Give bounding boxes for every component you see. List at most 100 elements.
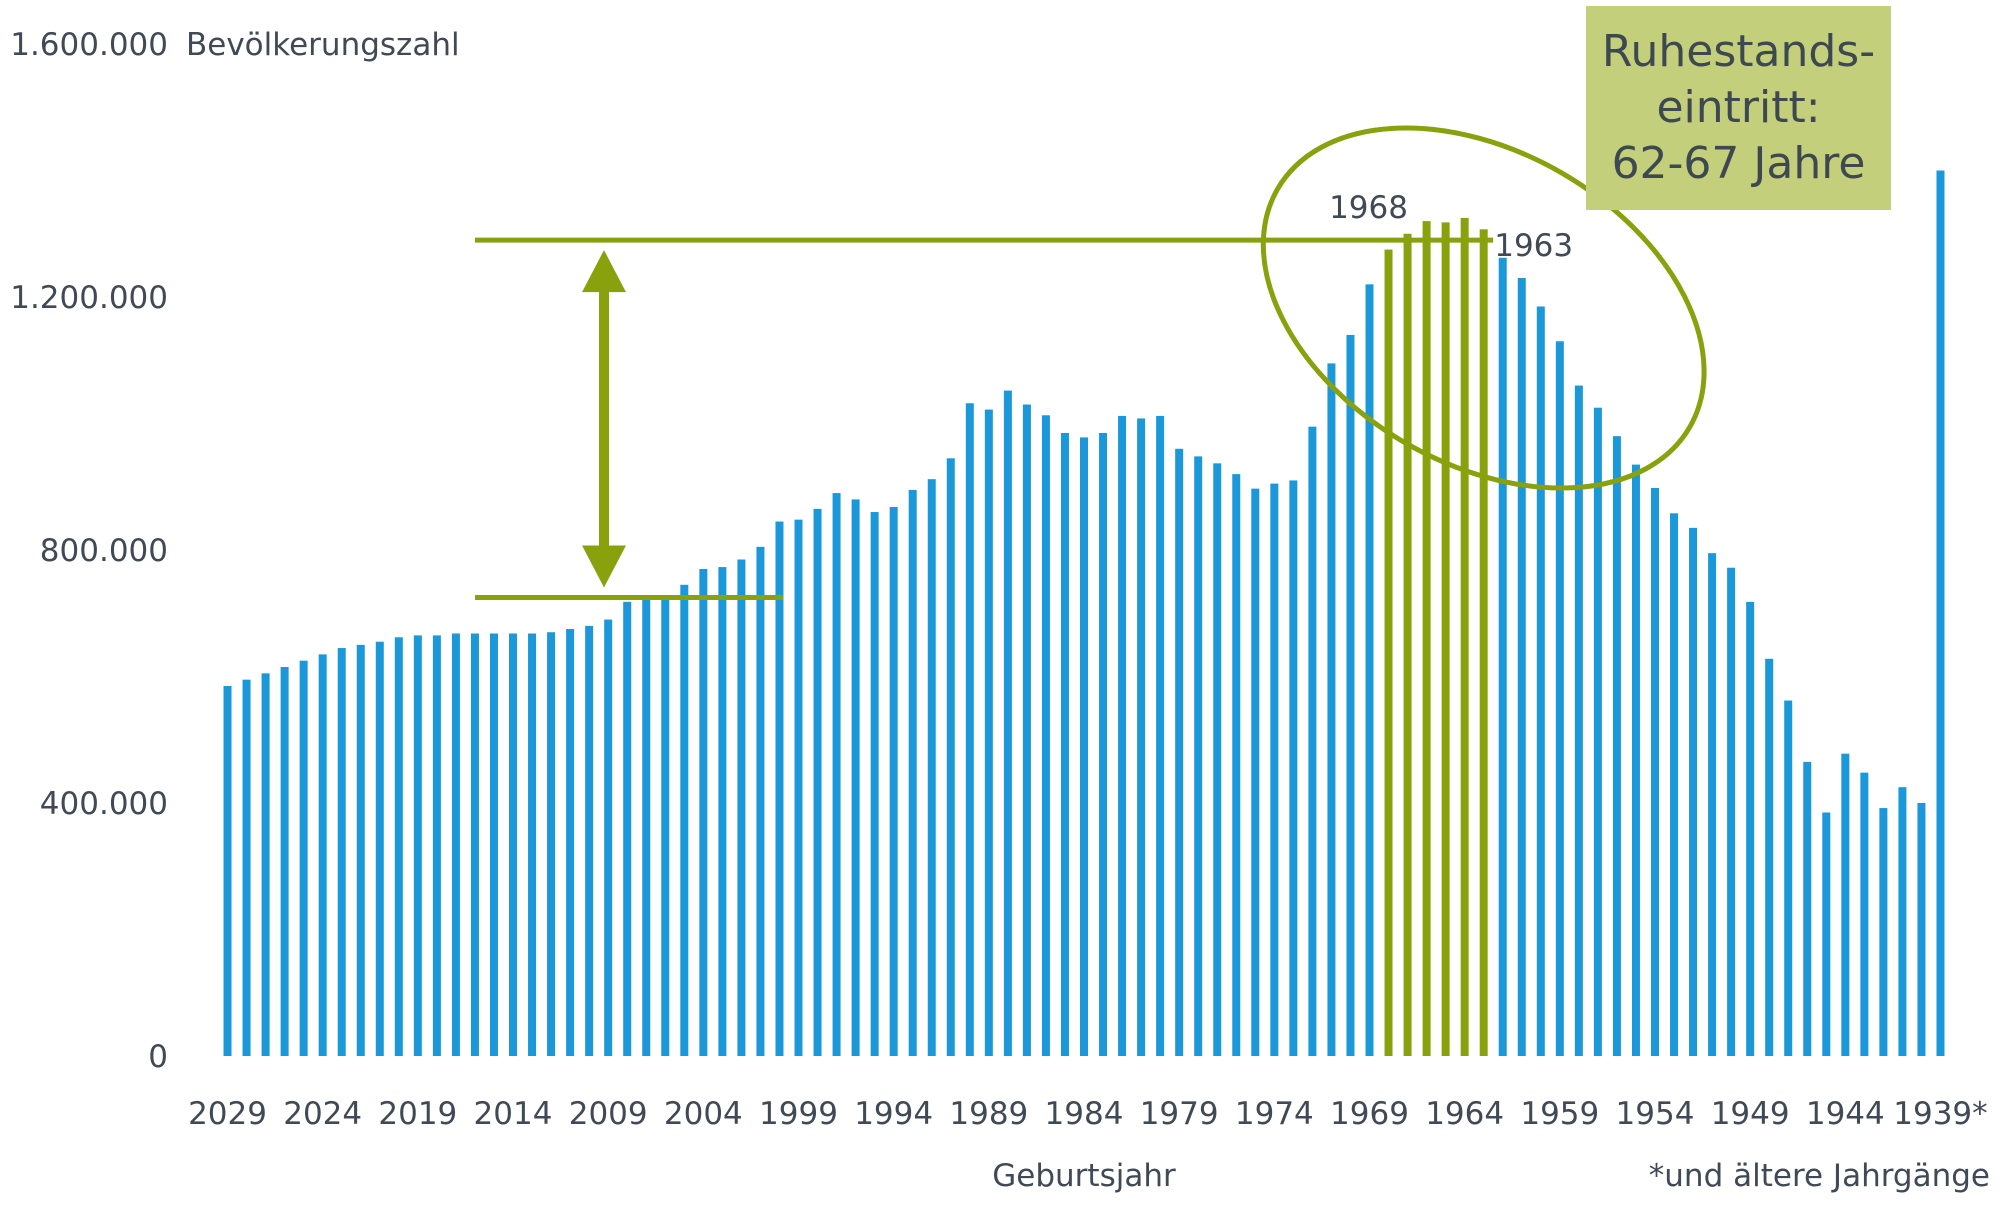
bar-2022 [356, 644, 365, 1056]
bar-1965 [1441, 222, 1450, 1057]
bar-1987 [1022, 404, 1031, 1056]
bar-1983 [1099, 432, 1108, 1056]
bar-1996 [851, 499, 860, 1056]
bar-2028 [242, 679, 251, 1056]
bar-1990 [965, 403, 974, 1056]
bar-2002 [737, 559, 746, 1056]
bar-1970 [1346, 334, 1355, 1056]
bar-1986 [1041, 415, 1050, 1057]
bar-2017 [451, 633, 460, 1056]
bar-1951 [1708, 553, 1717, 1056]
bar-1991 [946, 458, 955, 1057]
x-tick-label: 1989 [949, 1096, 1028, 1132]
bar-2013 [528, 633, 537, 1056]
bar-1998 [813, 508, 822, 1056]
y-tick-label: 1.600.000 [10, 27, 168, 63]
bar-1957 [1593, 407, 1602, 1056]
bar-1977 [1213, 463, 1222, 1056]
x-axis-title: Geburtsjahr [992, 1158, 1176, 1194]
bar-1966 [1422, 221, 1431, 1057]
y-tick-label: 800.000 [40, 533, 168, 569]
bar-1954 [1650, 488, 1659, 1056]
bar-1961 [1517, 278, 1526, 1056]
bar-1997 [832, 493, 841, 1056]
bar-1939* [1936, 170, 1945, 1056]
difference-arrow [582, 250, 626, 588]
bar-1982 [1118, 415, 1127, 1056]
x-tick-label: 1974 [1235, 1096, 1314, 1132]
bar-2023 [337, 648, 346, 1056]
x-tick-label: 1969 [1330, 1096, 1409, 1132]
bar-1967 [1403, 233, 1412, 1056]
x-tick-label: 1964 [1425, 1096, 1504, 1132]
bar-1943 [1860, 772, 1869, 1056]
bar-2027 [261, 673, 270, 1056]
bar-1979 [1175, 448, 1184, 1056]
retirement-callout: Ruhestands- eintritt: 62-67 Jahre [1586, 6, 1891, 210]
bar-2011 [566, 629, 575, 1056]
bar-2000 [775, 521, 784, 1056]
bar-1988 [1003, 390, 1012, 1056]
bar-1981 [1137, 418, 1146, 1056]
bar-1989 [984, 409, 993, 1057]
bar-1992 [927, 479, 936, 1056]
footnote: *und ältere Jahrgänge [1649, 1158, 1990, 1194]
bar-2009 [604, 619, 613, 1056]
bar-1948 [1765, 658, 1774, 1056]
bar-2012 [547, 632, 556, 1056]
bar-2015 [489, 633, 498, 1056]
x-tick-label: 1939* [1893, 1096, 1987, 1132]
bar-1952 [1689, 527, 1698, 1056]
bar-1953 [1670, 513, 1679, 1056]
bar-1985 [1060, 432, 1069, 1056]
bar-2003 [718, 567, 727, 1056]
bar-2020 [394, 637, 403, 1056]
bar-1960 [1536, 306, 1545, 1056]
bar-1999 [794, 519, 803, 1056]
arrow-head-up [582, 250, 626, 293]
bar-1940 [1917, 803, 1926, 1056]
bar-2001 [756, 546, 765, 1056]
bar-2007 [642, 599, 651, 1056]
bar-2029 [223, 685, 232, 1056]
bar-1946 [1803, 761, 1812, 1056]
x-tick-label: 1959 [1520, 1096, 1599, 1132]
bar-1969 [1365, 284, 1374, 1057]
arrow-head-down [582, 545, 626, 588]
bar-1993 [908, 489, 917, 1057]
x-tick-label: 2029 [188, 1096, 267, 1132]
x-tick-label: 1979 [1140, 1096, 1219, 1132]
bar-2021 [375, 641, 384, 1056]
bar-1959 [1555, 341, 1564, 1056]
bar-1944 [1841, 753, 1850, 1056]
bar-2014 [509, 633, 518, 1056]
bar-2006 [661, 598, 670, 1056]
bar-1978 [1194, 456, 1203, 1056]
x-tick-label: 2014 [474, 1096, 553, 1132]
x-tick-label: 1944 [1806, 1096, 1885, 1132]
bar-2026 [280, 667, 289, 1056]
bar-2008 [623, 601, 632, 1056]
bar-1974 [1270, 483, 1279, 1056]
y-tick-label: 1.200.000 [10, 280, 168, 316]
highlight-ellipse [1260, 125, 1707, 491]
bar-1945 [1822, 812, 1831, 1056]
bar-1971 [1327, 363, 1336, 1057]
bar-2019 [413, 635, 422, 1056]
bar-1964 [1460, 217, 1469, 1056]
bar-1975 [1251, 488, 1260, 1057]
x-tick-label: 2004 [664, 1096, 743, 1132]
bar-2016 [470, 633, 479, 1056]
bar-1941 [1898, 787, 1907, 1056]
bar-1973 [1289, 480, 1298, 1056]
bar-2018 [432, 635, 441, 1056]
bar-2010 [585, 625, 594, 1056]
bars [223, 170, 1945, 1057]
bar-1994 [889, 506, 898, 1056]
x-tick-label: 1954 [1616, 1096, 1695, 1132]
bar-1955 [1631, 464, 1640, 1056]
x-tick-label: 1994 [854, 1096, 933, 1132]
y-axis-title: Bevölkerungszahl [186, 27, 460, 63]
bar-1984 [1080, 437, 1088, 1056]
x-tick-label: 2019 [378, 1096, 457, 1132]
